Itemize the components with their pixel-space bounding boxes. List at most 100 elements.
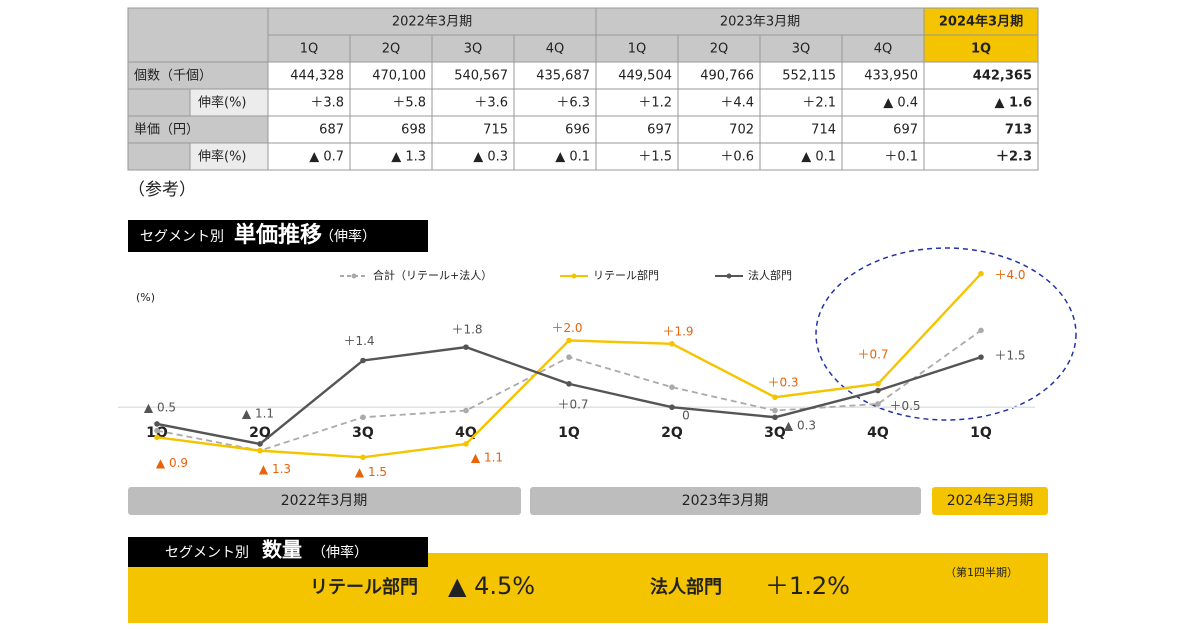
quarter-header: 3Q: [792, 42, 811, 57]
data-label: 0: [682, 409, 690, 423]
cell-text: 697: [893, 123, 918, 138]
row-label-cell: [127, 115, 269, 144]
quarter-header: 4Q: [546, 42, 565, 57]
cell-text: 697: [647, 123, 672, 138]
title-box: [128, 220, 428, 252]
cell-text: ▲ 0.1: [555, 150, 590, 165]
cell-text: 714: [811, 123, 836, 138]
data-label: ▲ 1.5: [355, 465, 387, 479]
data-label: ＋2.0: [551, 321, 582, 335]
quantity-value: ＋1.2%: [765, 572, 850, 600]
cell-text: 715: [483, 123, 508, 138]
data-point: [257, 441, 263, 447]
data-point: [154, 427, 160, 434]
cell-text: 449,504: [618, 69, 672, 84]
header-cell: [923, 7, 1039, 36]
cell: [923, 115, 1039, 144]
period-bar: [128, 487, 521, 515]
data-label: ＋1.4: [343, 334, 374, 348]
data-point: [669, 404, 675, 411]
highlight-ellipse: [815, 247, 1077, 421]
cell-text: 696: [565, 123, 590, 138]
cell: [841, 142, 925, 171]
data-point: [978, 354, 984, 360]
cell: [431, 61, 515, 90]
data-label: ▲ 1.3: [259, 462, 291, 476]
data-point: [978, 327, 984, 334]
data-label: ＋1.9: [662, 324, 693, 338]
data-point: [772, 407, 778, 414]
data-point: [360, 414, 366, 421]
data-label: ▲ 0.9: [156, 456, 188, 470]
data-point: [257, 447, 263, 454]
data-point: [566, 354, 572, 360]
header-cell: [759, 34, 843, 63]
quarter-header: 2Q: [710, 42, 729, 57]
data-point: [875, 381, 881, 387]
cell-text: ＋0.6: [720, 150, 754, 165]
data-label: ＋0.7: [857, 347, 888, 361]
data-point: [154, 421, 160, 427]
cell: [759, 88, 843, 117]
legend-label: 法人部門: [748, 268, 792, 282]
row-sublabel-cell: [189, 142, 269, 171]
x-tick-label: 4Q: [455, 425, 477, 441]
table-header-bg: [127, 7, 269, 63]
cell-text: 552,115: [782, 69, 836, 84]
cell-text: ＋1.5: [638, 150, 672, 165]
quarter-header: 1Q: [300, 42, 319, 57]
cell-text: ▲ 0.7: [309, 150, 344, 165]
x-tick-label: 2Q: [249, 425, 271, 441]
cell: [677, 88, 761, 117]
header-cell: [923, 34, 1039, 63]
legend-dot: [351, 273, 357, 279]
data-label: ＋0.5: [889, 399, 920, 413]
data-point: [360, 357, 366, 364]
cell: [431, 88, 515, 117]
row-label: 個数（千個）: [134, 69, 212, 84]
cell: [267, 88, 351, 117]
title-suffix: （伸率）: [320, 228, 376, 245]
cell: [841, 61, 925, 90]
cell-text: 702: [729, 123, 754, 138]
data-point: [360, 454, 366, 461]
data-point: [669, 341, 675, 347]
data-point: [463, 407, 469, 414]
quantity-note: （第1四半期）: [945, 565, 1018, 579]
period-header: 2023年3月期: [720, 15, 800, 30]
data-point: [463, 344, 469, 350]
cell-text: 490,766: [700, 69, 754, 84]
quarter-header: 2Q: [382, 42, 401, 57]
cell-text: ▲ 1.3: [391, 150, 426, 165]
data-point: [463, 441, 469, 447]
legend-dot: [726, 273, 732, 279]
quantity-title: 数量: [262, 538, 302, 562]
data-label: ▲ 1.1: [242, 406, 274, 420]
cell-text: ＋6.3: [556, 96, 590, 111]
cell-text: 433,950: [864, 69, 918, 84]
data-label: ＋4.0: [994, 268, 1025, 282]
cell-text: ▲ 1.6: [994, 96, 1032, 111]
data-point: [669, 384, 675, 391]
quantity-label: リテール部門: [310, 576, 418, 598]
cell-text: ＋5.8: [392, 96, 426, 111]
data-label: ＋1.5: [994, 349, 1025, 363]
cell-text: 435,687: [536, 69, 590, 84]
cell-text: ＋1.2: [638, 96, 672, 111]
x-tick-label: 3Q: [352, 425, 374, 441]
title: 単価推移: [234, 222, 322, 248]
cell-text: ▲ 0.1: [801, 150, 836, 165]
cell-text: 687: [319, 123, 344, 138]
cell-text: 470,100: [372, 69, 426, 84]
cell-text: ＋3.8: [310, 96, 344, 111]
cell-text: ＋3.6: [474, 96, 508, 111]
cell-text: ▲ 0.4: [883, 96, 918, 111]
data-label: ▲ 0.5: [144, 400, 176, 414]
data-point: [566, 381, 572, 387]
data-point: [154, 434, 160, 441]
cell: [267, 142, 351, 171]
data-point: [875, 387, 881, 394]
x-tick-label: 2Q: [661, 425, 683, 441]
row-label: 伸率(%): [198, 149, 247, 165]
data-label: ＋1.8: [451, 323, 482, 337]
